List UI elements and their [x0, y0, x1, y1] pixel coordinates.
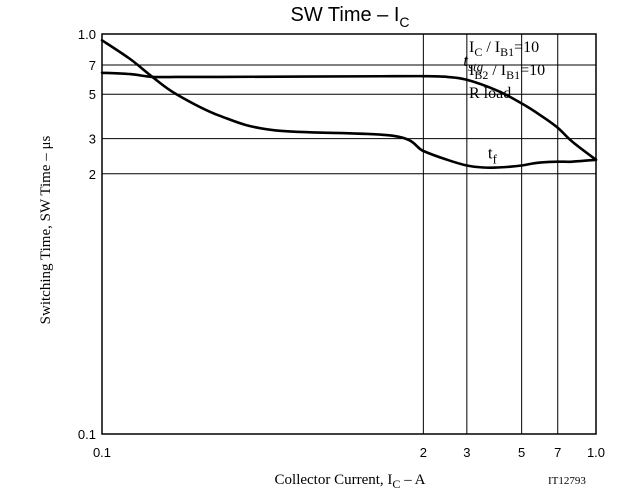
condition-part: =10 — [520, 62, 545, 79]
tick-labels: 0.1 2 3 5 7 1.0 0.1 2 3 5 7 1.0 — [78, 27, 605, 460]
y-tick-label: 1.0 — [78, 27, 96, 42]
series-label-tf: tf — [488, 144, 498, 167]
x-axis-label-suffix: – A — [400, 472, 425, 488]
condition-line: IC / IB1=10 — [469, 39, 539, 59]
y-tick-label: 2 — [89, 167, 96, 182]
condition-line: IB2 / IB1=10 — [469, 62, 545, 82]
grid-lines — [102, 34, 596, 434]
condition-part: / — [488, 62, 500, 79]
condition-part: B1 — [500, 45, 514, 59]
x-tick-label: 2 — [420, 445, 427, 460]
series-line-tstg — [100, 71, 598, 162]
condition-part: B2 — [474, 68, 488, 82]
series-label-main: t — [488, 144, 493, 163]
condition-part: I — [469, 39, 474, 56]
condition-line: R load — [469, 85, 511, 102]
series-label-sub: f — [493, 152, 498, 167]
chart-title-sub: C — [399, 14, 409, 30]
y-tick-label: 3 — [89, 132, 96, 147]
x-axis-label-sub: C — [392, 477, 400, 491]
chart-title: SW Time – IC — [290, 4, 409, 30]
series-label-tstg: tstg — [463, 51, 483, 74]
y-tick-label: 0.1 — [78, 427, 96, 442]
series-label-sub: stg — [468, 59, 484, 74]
x-tick-label: 0.1 — [93, 445, 111, 460]
x-axis-label: Collector Current, IC – A — [275, 472, 426, 491]
condition-part: I — [469, 62, 474, 79]
y-axis-label: Switching Time, SW Time – μs — [38, 136, 54, 325]
figure-code: IT12793 — [548, 475, 586, 487]
y-tick-label: 7 — [89, 58, 96, 73]
condition-part: I — [495, 39, 500, 56]
condition-part: / — [482, 39, 494, 56]
condition-part: R load — [469, 85, 511, 102]
x-tick-label: 5 — [518, 445, 525, 460]
series-line-tf — [100, 39, 598, 169]
x-tick-label: 1.0 — [587, 445, 605, 460]
x-tick-label: 7 — [554, 445, 561, 460]
series-label-main: t — [463, 51, 469, 70]
y-tick-label: 5 — [89, 87, 96, 102]
condition-part: =10 — [514, 39, 539, 56]
condition-part: I — [501, 62, 506, 79]
chart-title-main: SW Time – I — [290, 4, 399, 26]
plot-frame — [101, 33, 597, 435]
x-tick-label: 3 — [463, 445, 470, 460]
condition-part: B1 — [506, 68, 520, 82]
condition-part: C — [474, 45, 482, 59]
x-axis-label-main: Collector Current, I — [275, 472, 393, 488]
